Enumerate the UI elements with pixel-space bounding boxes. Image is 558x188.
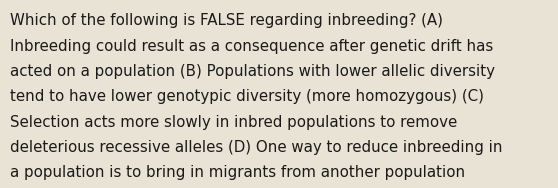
- Text: tend to have lower genotypic diversity (more homozygous) (C): tend to have lower genotypic diversity (…: [10, 89, 484, 104]
- Text: acted on a population (B) Populations with lower allelic diversity: acted on a population (B) Populations wi…: [10, 64, 495, 79]
- Text: deleterious recessive alleles (D) One way to reduce inbreeding in: deleterious recessive alleles (D) One wa…: [10, 140, 503, 155]
- Text: Selection acts more slowly in inbred populations to remove: Selection acts more slowly in inbred pop…: [10, 115, 458, 130]
- Text: Inbreeding could result as a consequence after genetic drift has: Inbreeding could result as a consequence…: [10, 39, 493, 54]
- Text: Which of the following is FALSE regarding inbreeding? (A): Which of the following is FALSE regardin…: [10, 13, 443, 28]
- Text: a population is to bring in migrants from another population: a population is to bring in migrants fro…: [10, 165, 465, 180]
